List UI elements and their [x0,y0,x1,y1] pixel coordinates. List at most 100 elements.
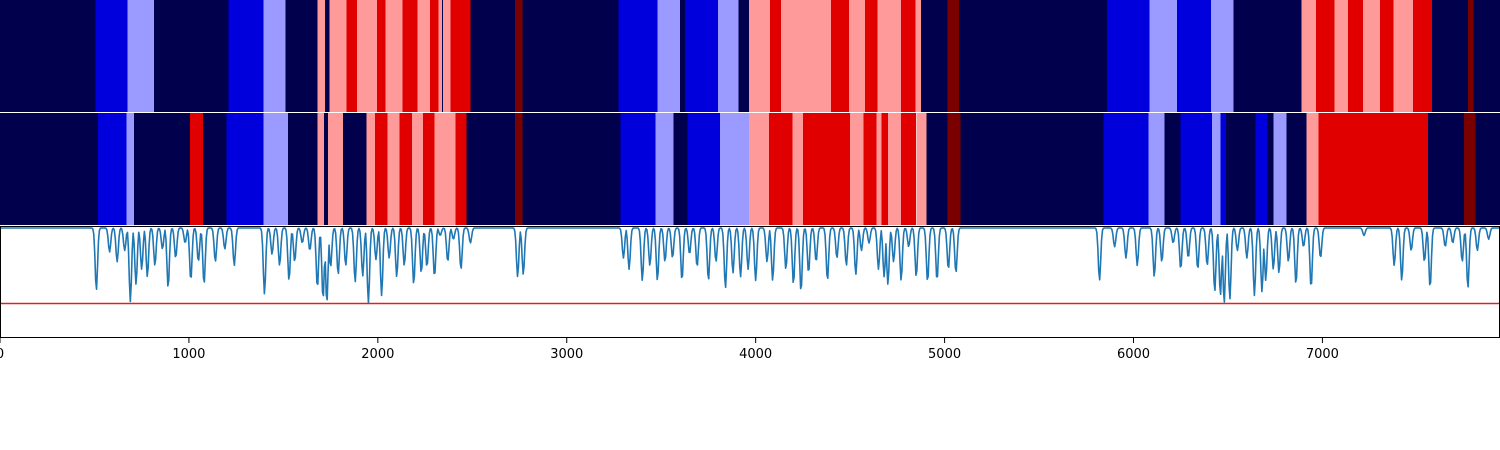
state-segment [863,113,877,225]
state-segment [1475,113,1500,225]
state-segment [522,0,619,112]
x-tick-label: 5000 [928,347,961,362]
state-segment [687,113,720,225]
state-segment [802,113,851,225]
state-segment [324,0,330,112]
state-segment [329,0,347,112]
state-segment [1428,113,1465,225]
state-segment [98,113,127,225]
state-segment [1210,0,1234,112]
state-segment [226,113,264,225]
state-segment [881,113,888,225]
state-segment [127,0,154,112]
state-segment [263,0,286,112]
state-segment [1347,0,1364,112]
state-segment [0,0,96,112]
state-segment [947,0,959,112]
x-tick-label: 7000 [1306,347,1339,362]
state-segment [470,0,515,112]
state-segment [442,0,444,112]
state-segment [673,113,688,225]
x-tick-label: 1000 [172,347,205,362]
state-segment [1148,113,1165,225]
state-segment [450,0,454,112]
state-segment [1393,0,1414,112]
state-segment [958,0,1108,112]
state-segment [466,113,515,225]
state-segment [438,0,443,112]
state-segment [680,0,685,112]
state-segment [960,113,1104,225]
state-segment [95,0,128,112]
state-segment [514,0,523,112]
state-segment [920,0,948,112]
state-segment [831,0,850,112]
state-segment [376,0,386,112]
state-segment [887,113,902,225]
state-segment [342,113,367,225]
x-tick-label: 4000 [739,347,772,362]
state-segment [915,0,921,112]
state-segment [1273,113,1287,225]
state-segment [327,113,330,225]
state-segment [385,0,403,112]
state-segment [1301,0,1316,112]
state-segment [366,113,375,225]
state-segment [717,0,739,112]
state-segment [399,113,412,225]
state-track-bottom [0,113,1500,225]
state-segment [203,113,227,225]
state-segment [1211,113,1221,225]
state-segment [618,0,658,112]
state-segment [0,113,99,225]
state-segment [1107,0,1150,112]
state-segment [865,0,878,112]
state-segment [329,113,343,225]
state-segment [947,113,961,225]
state-segment [453,0,471,112]
state-segment [876,113,882,225]
state-segment [429,0,439,112]
state-segment [1464,113,1476,225]
state-segment [749,0,770,112]
state-segment [443,0,451,112]
x-axis: 0 1000 2000 3000 4000 5000 6000 7000 [0,112,1500,362]
state-segment [357,0,377,112]
state-segment [1334,0,1348,112]
state-segment [134,113,190,225]
state-segment [719,113,750,225]
state-track-top [0,0,1500,112]
state-segment [285,0,318,112]
state-segment [1233,0,1302,112]
state-segment [317,0,325,112]
state-segment [1164,113,1181,225]
state-segment [1176,0,1211,112]
state-segment [375,113,388,225]
state-segment [455,113,467,225]
state-segment [1103,113,1149,225]
state-segment [323,113,328,225]
state-segment [228,0,264,112]
state-segment [411,113,424,225]
state-segment [657,0,681,112]
state-segment [402,0,418,112]
state-segment [877,0,902,112]
state-segment [1306,113,1319,225]
state-segment [153,0,229,112]
state-segment [901,113,917,225]
state-segment [387,113,400,225]
signal-panel [0,226,1500,338]
state-segment [1315,0,1335,112]
state-segment [926,113,948,225]
state-segment [1220,113,1227,225]
x-tick-label: 3000 [550,347,583,362]
state-segment [1226,113,1256,225]
state-segment [684,0,718,112]
state-segment [1467,0,1474,112]
state-segment [288,113,318,225]
state-segment [769,0,782,112]
state-segment [423,113,435,225]
state-segment [781,0,832,112]
state-segment [768,113,793,225]
